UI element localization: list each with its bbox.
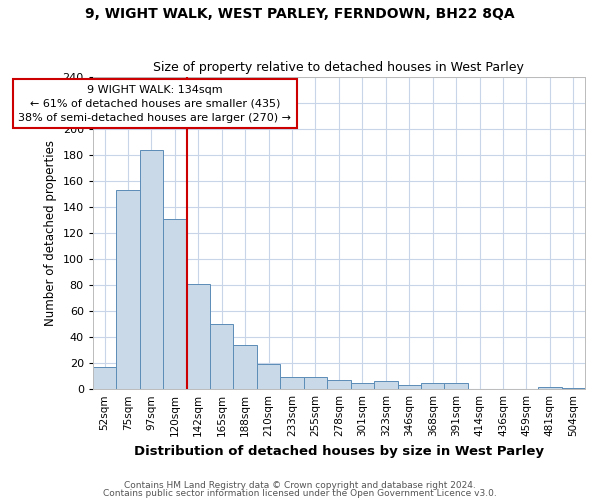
Bar [538, 386, 562, 389]
Bar [140, 150, 163, 389]
Bar [93, 367, 116, 389]
Bar [562, 388, 585, 389]
Bar [398, 386, 421, 389]
Bar [163, 219, 187, 389]
X-axis label: Distribution of detached houses by size in West Parley: Distribution of detached houses by size … [134, 444, 544, 458]
Bar [327, 380, 350, 389]
Bar [210, 324, 233, 389]
Bar [280, 378, 304, 389]
Bar [350, 382, 374, 389]
Text: Contains public sector information licensed under the Open Government Licence v3: Contains public sector information licen… [103, 488, 497, 498]
Bar [233, 345, 257, 389]
Text: Contains HM Land Registry data © Crown copyright and database right 2024.: Contains HM Land Registry data © Crown c… [124, 481, 476, 490]
Bar [187, 284, 210, 389]
Bar [116, 190, 140, 389]
Bar [445, 382, 468, 389]
Bar [374, 382, 398, 389]
Bar [421, 382, 445, 389]
Bar [257, 364, 280, 389]
Bar [304, 378, 327, 389]
Title: Size of property relative to detached houses in West Parley: Size of property relative to detached ho… [154, 62, 524, 74]
Text: 9 WIGHT WALK: 134sqm
← 61% of detached houses are smaller (435)
38% of semi-deta: 9 WIGHT WALK: 134sqm ← 61% of detached h… [19, 85, 292, 123]
Text: 9, WIGHT WALK, WEST PARLEY, FERNDOWN, BH22 8QA: 9, WIGHT WALK, WEST PARLEY, FERNDOWN, BH… [85, 8, 515, 22]
Y-axis label: Number of detached properties: Number of detached properties [44, 140, 57, 326]
